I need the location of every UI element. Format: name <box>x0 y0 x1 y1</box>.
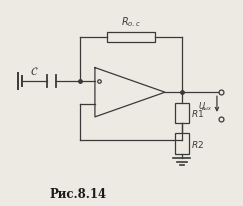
Bar <box>107 32 155 43</box>
Text: $\mathcal{C}$: $\mathcal{C}$ <box>30 64 39 76</box>
Text: $_{\mathit{вых}}$: $_{\mathit{вых}}$ <box>201 105 212 113</box>
Bar <box>175 103 189 123</box>
Bar <box>175 134 189 154</box>
Text: $R\mathit{1}$: $R\mathit{1}$ <box>191 108 204 119</box>
Text: Рис.8.14: Рис.8.14 <box>49 188 107 200</box>
Text: $R_{o.c}$: $R_{o.c}$ <box>121 16 141 29</box>
Text: $R\mathit{2}$: $R\mathit{2}$ <box>191 138 204 149</box>
Text: $U$: $U$ <box>198 100 206 111</box>
